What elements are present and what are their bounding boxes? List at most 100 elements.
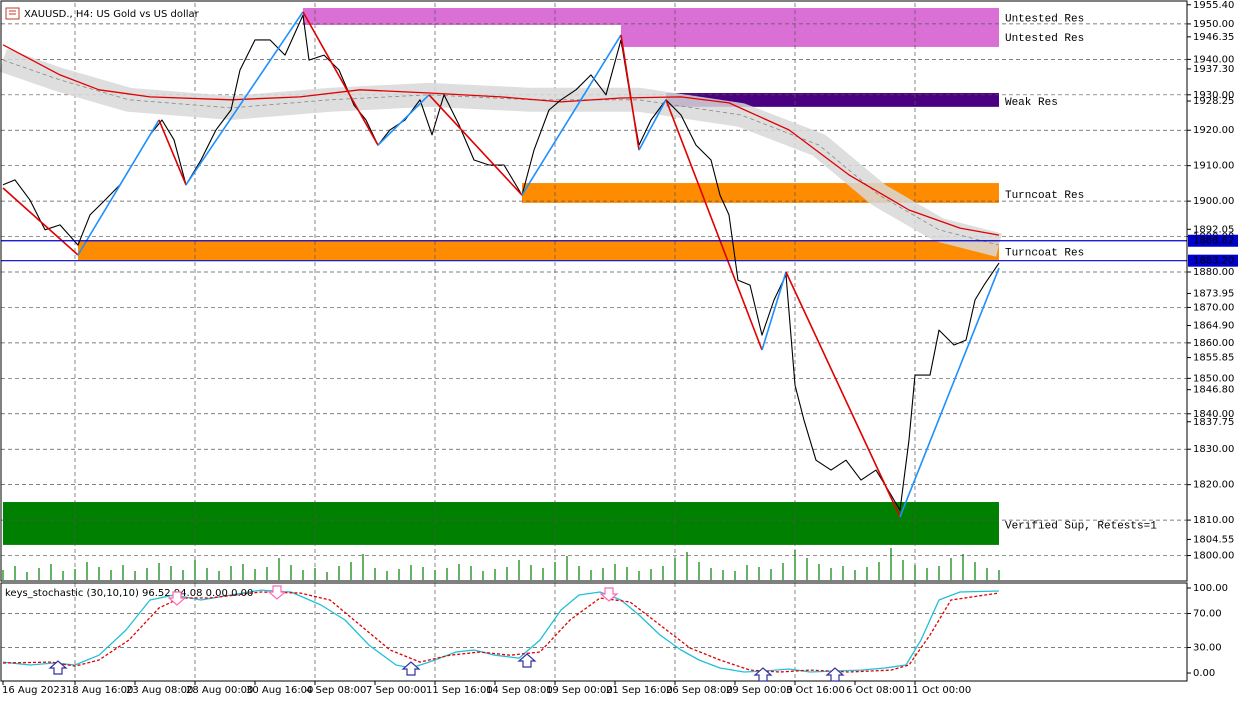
volume-bar: [554, 562, 556, 580]
zigzag-segment: [521, 34, 622, 196]
volume-bar: [794, 550, 796, 580]
volume-bar: [938, 566, 940, 580]
y-tick-label: 1950.00: [1193, 19, 1234, 30]
volume-bar: [170, 566, 172, 580]
x-tick-label: 28 Aug 00:00: [186, 685, 253, 696]
volume-bar: [110, 570, 112, 580]
y-tick-label: 1855.85: [1193, 353, 1234, 364]
y-tick-label: 1864.90: [1193, 321, 1234, 332]
volume-bar: [650, 569, 652, 580]
volume-bar: [218, 571, 220, 580]
volume-bar: [146, 568, 148, 580]
y-tick-label: 1830.00: [1193, 444, 1234, 455]
price-label: 1883.20: [1193, 256, 1234, 267]
zone-label: Weak Res: [1005, 97, 1058, 109]
volume-bar: [314, 568, 316, 580]
zone: [521, 183, 999, 203]
series-line: [2, 14, 1000, 511]
volume-bar: [782, 563, 784, 580]
volume-bar: [362, 554, 364, 580]
volume-bar: [854, 570, 856, 580]
volume-bar: [122, 565, 124, 580]
volume-bar: [50, 564, 52, 580]
volume-bar: [494, 569, 496, 580]
volume-bar: [458, 564, 460, 580]
volume-bar: [806, 558, 808, 580]
volume-bar: [326, 572, 328, 580]
y-tick-label: 1873.95: [1193, 288, 1234, 299]
volume-bar: [266, 567, 268, 580]
zone: [302, 7, 999, 25]
volume-bar: [338, 566, 340, 580]
volume-bar: [26, 572, 28, 580]
y-tick-label: 30.00: [1193, 643, 1222, 654]
zone-label: Untested Res: [1005, 13, 1084, 25]
y-tick-label: 70.00: [1193, 609, 1222, 620]
volume-bar: [890, 548, 892, 580]
x-tick-label: 6 Oct 08:00: [846, 685, 905, 696]
zigzag-segment: [2, 187, 79, 256]
x-tick-label: 16 Aug 2023: [2, 685, 66, 696]
x-tick-label: 4 Sep 08:00: [306, 685, 366, 696]
volume-bar: [386, 571, 388, 580]
volume-bar: [158, 563, 160, 580]
zigzag-segment: [665, 99, 763, 351]
volume-bar: [518, 560, 520, 580]
volume-bar: [710, 568, 712, 580]
volume-bar: [254, 569, 256, 580]
y-tick-label: 1940.00: [1193, 54, 1234, 65]
zigzag-segment: [620, 34, 640, 151]
volume-bar: [542, 568, 544, 580]
zigzag-segment: [185, 11, 304, 186]
x-tick-label: 19 Sep 00:00: [546, 685, 613, 696]
zigzag-segment: [761, 271, 787, 351]
volume-bar: [422, 567, 424, 580]
buy-arrow: [517, 653, 537, 668]
volume-bar: [278, 558, 280, 580]
volume-bar: [602, 568, 604, 580]
zone-label: Turncoat Res: [1005, 247, 1084, 259]
zigzag-segment: [158, 119, 187, 186]
y-tick-label: 1810.00: [1193, 515, 1234, 526]
y-tick-label: 1955.40: [1193, 0, 1234, 11]
volume-bar: [290, 565, 292, 580]
y-tick-label: 1920.00: [1193, 125, 1234, 136]
volume-bar: [998, 570, 1000, 580]
y-tick-label: 1846.80: [1193, 385, 1234, 396]
y-tick-label: 100.00: [1193, 583, 1228, 594]
volume-bar: [986, 568, 988, 580]
volume-bar: [230, 566, 232, 580]
volume-bar: [722, 570, 724, 580]
volume-bar: [818, 564, 820, 580]
volume-bar: [926, 568, 928, 580]
volume-bar: [734, 571, 736, 580]
volume-bar: [914, 565, 916, 580]
x-tick-label: 3 Oct 16:00: [786, 685, 845, 696]
zigzag-segment: [428, 94, 523, 196]
sell-arrow: [167, 591, 187, 606]
indicator-title: keys_stochastic (30,10,10) 96.52 94.08 0…: [5, 588, 253, 599]
zigzag-segment: [377, 94, 430, 146]
y-tick-label: 1837.75: [1193, 417, 1234, 428]
volume-bar: [974, 562, 976, 580]
volume-bar: [506, 567, 508, 580]
x-tick-label: 21 Sep 16:00: [606, 685, 673, 696]
volume-bar: [638, 571, 640, 580]
x-tick-label: 23 Aug 08:00: [126, 685, 193, 696]
zone-label: Verified Sup, Retests=1: [1005, 520, 1157, 532]
volume-bar: [194, 560, 196, 580]
y-tick-label: 1880.00: [1193, 267, 1234, 278]
price-label-box: [1188, 234, 1238, 247]
y-tick-label: 1930.00: [1193, 90, 1234, 101]
volume-bar: [242, 564, 244, 580]
symbol-icon: [5, 7, 20, 20]
stochastic-pane-frame: [0, 582, 1188, 682]
volume-bar: [566, 556, 568, 580]
volume-bar: [302, 570, 304, 580]
volume-bar: [134, 571, 136, 580]
volume-bar: [62, 571, 64, 580]
zone: [77, 240, 999, 260]
y-tick-label: 1937.30: [1193, 64, 1234, 75]
volume-bar: [950, 558, 952, 580]
